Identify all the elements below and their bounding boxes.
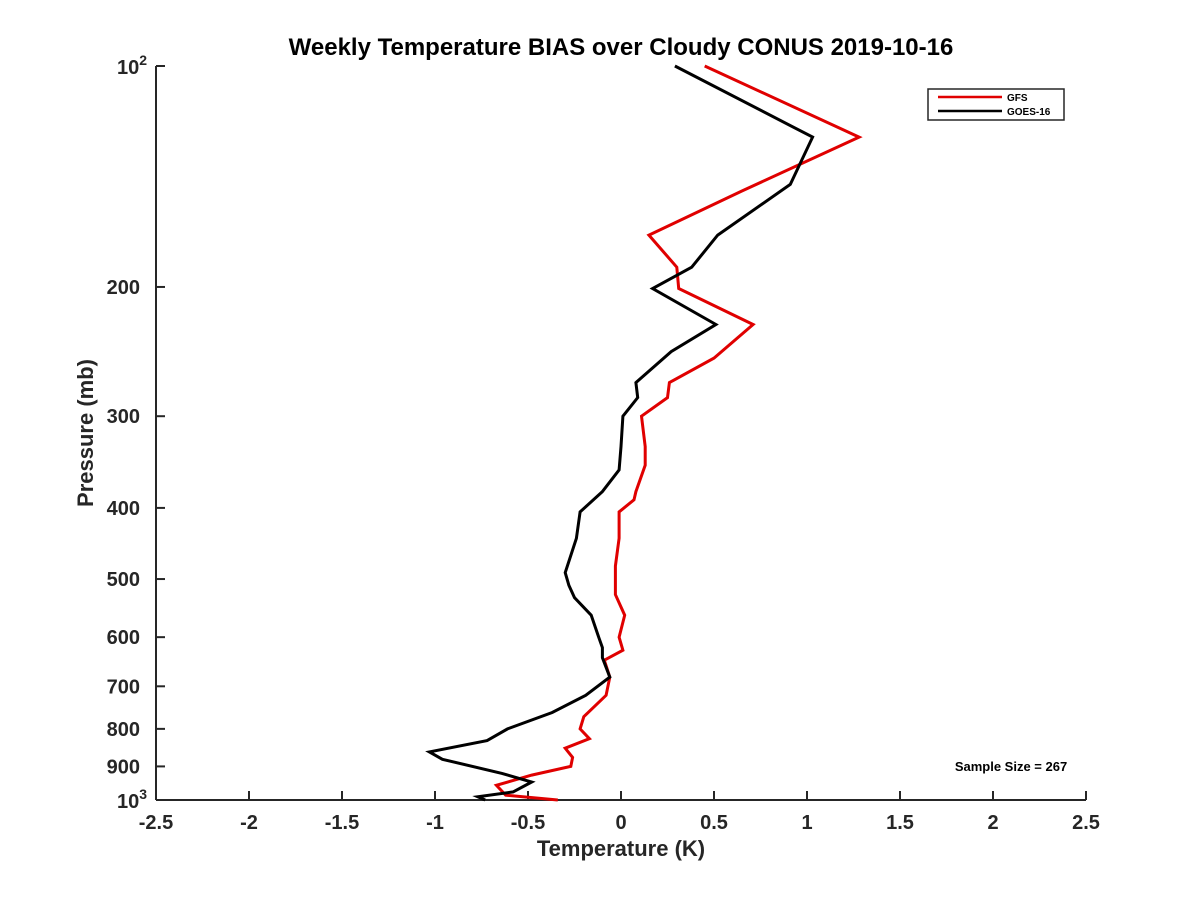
x-tick-label: 2.5 [1072,812,1100,834]
y-tick-label: 200 [107,277,140,299]
legend-label-gfs: GFS [1007,93,1028,104]
y-tick-base: 10 [117,57,139,79]
y-tick-base: 10 [117,791,139,813]
x-tick-label: 0.5 [700,812,728,834]
x-tick-label: -2.5 [139,812,173,834]
sample-size-annotation: Sample Size = 267 [955,759,1067,774]
x-tick-label: -0.5 [511,812,545,834]
x-tick-label: 2 [987,812,998,834]
legend-label-goes16: GOES-16 [1007,107,1051,118]
y-tick-label: 700 [107,676,140,698]
y-tick-label: 500 [107,569,140,591]
y-tick-label: 400 [107,498,140,520]
series-line-goes-16 [425,64,815,802]
y-tick-label: 600 [107,627,140,649]
x-axis-label: Temperature (K) [537,836,705,861]
x-tick-label: 0 [615,812,626,834]
y-tick-exponent: 3 [139,786,147,802]
y-tick-label: 300 [107,406,140,428]
y-tick-label: 800 [107,719,140,741]
legend: GFS GOES-16 [927,88,1065,121]
x-ticks: -2.5 -2 -1.5 -1 -0.5 0 0.5 1 1.5 2 2.5 [139,791,1100,834]
y-axis-label: Pressure (mb) [73,359,98,507]
y-tick-label: 103 [117,786,147,813]
y-tick-label: 900 [107,756,140,778]
x-tick-label: -1.5 [325,812,359,834]
x-tick-label: 1.5 [886,812,914,834]
y-tick-exponent: 2 [139,52,147,68]
x-tick-label: -2 [240,812,258,834]
plot-area: -2.5 -2 -1.5 -1 -0.5 0 0.5 1 1.5 2 2.5 10220030040… [107,52,1100,834]
series-line-gfs [493,64,863,802]
y-tick-label: 102 [117,52,147,79]
x-tick-label: 1 [801,812,812,834]
series-lines [425,64,863,802]
x-tick-label: -1 [426,812,444,834]
legend-box [927,88,1065,121]
chart-title: Weekly Temperature BIAS over Cloudy CONU… [289,34,954,61]
